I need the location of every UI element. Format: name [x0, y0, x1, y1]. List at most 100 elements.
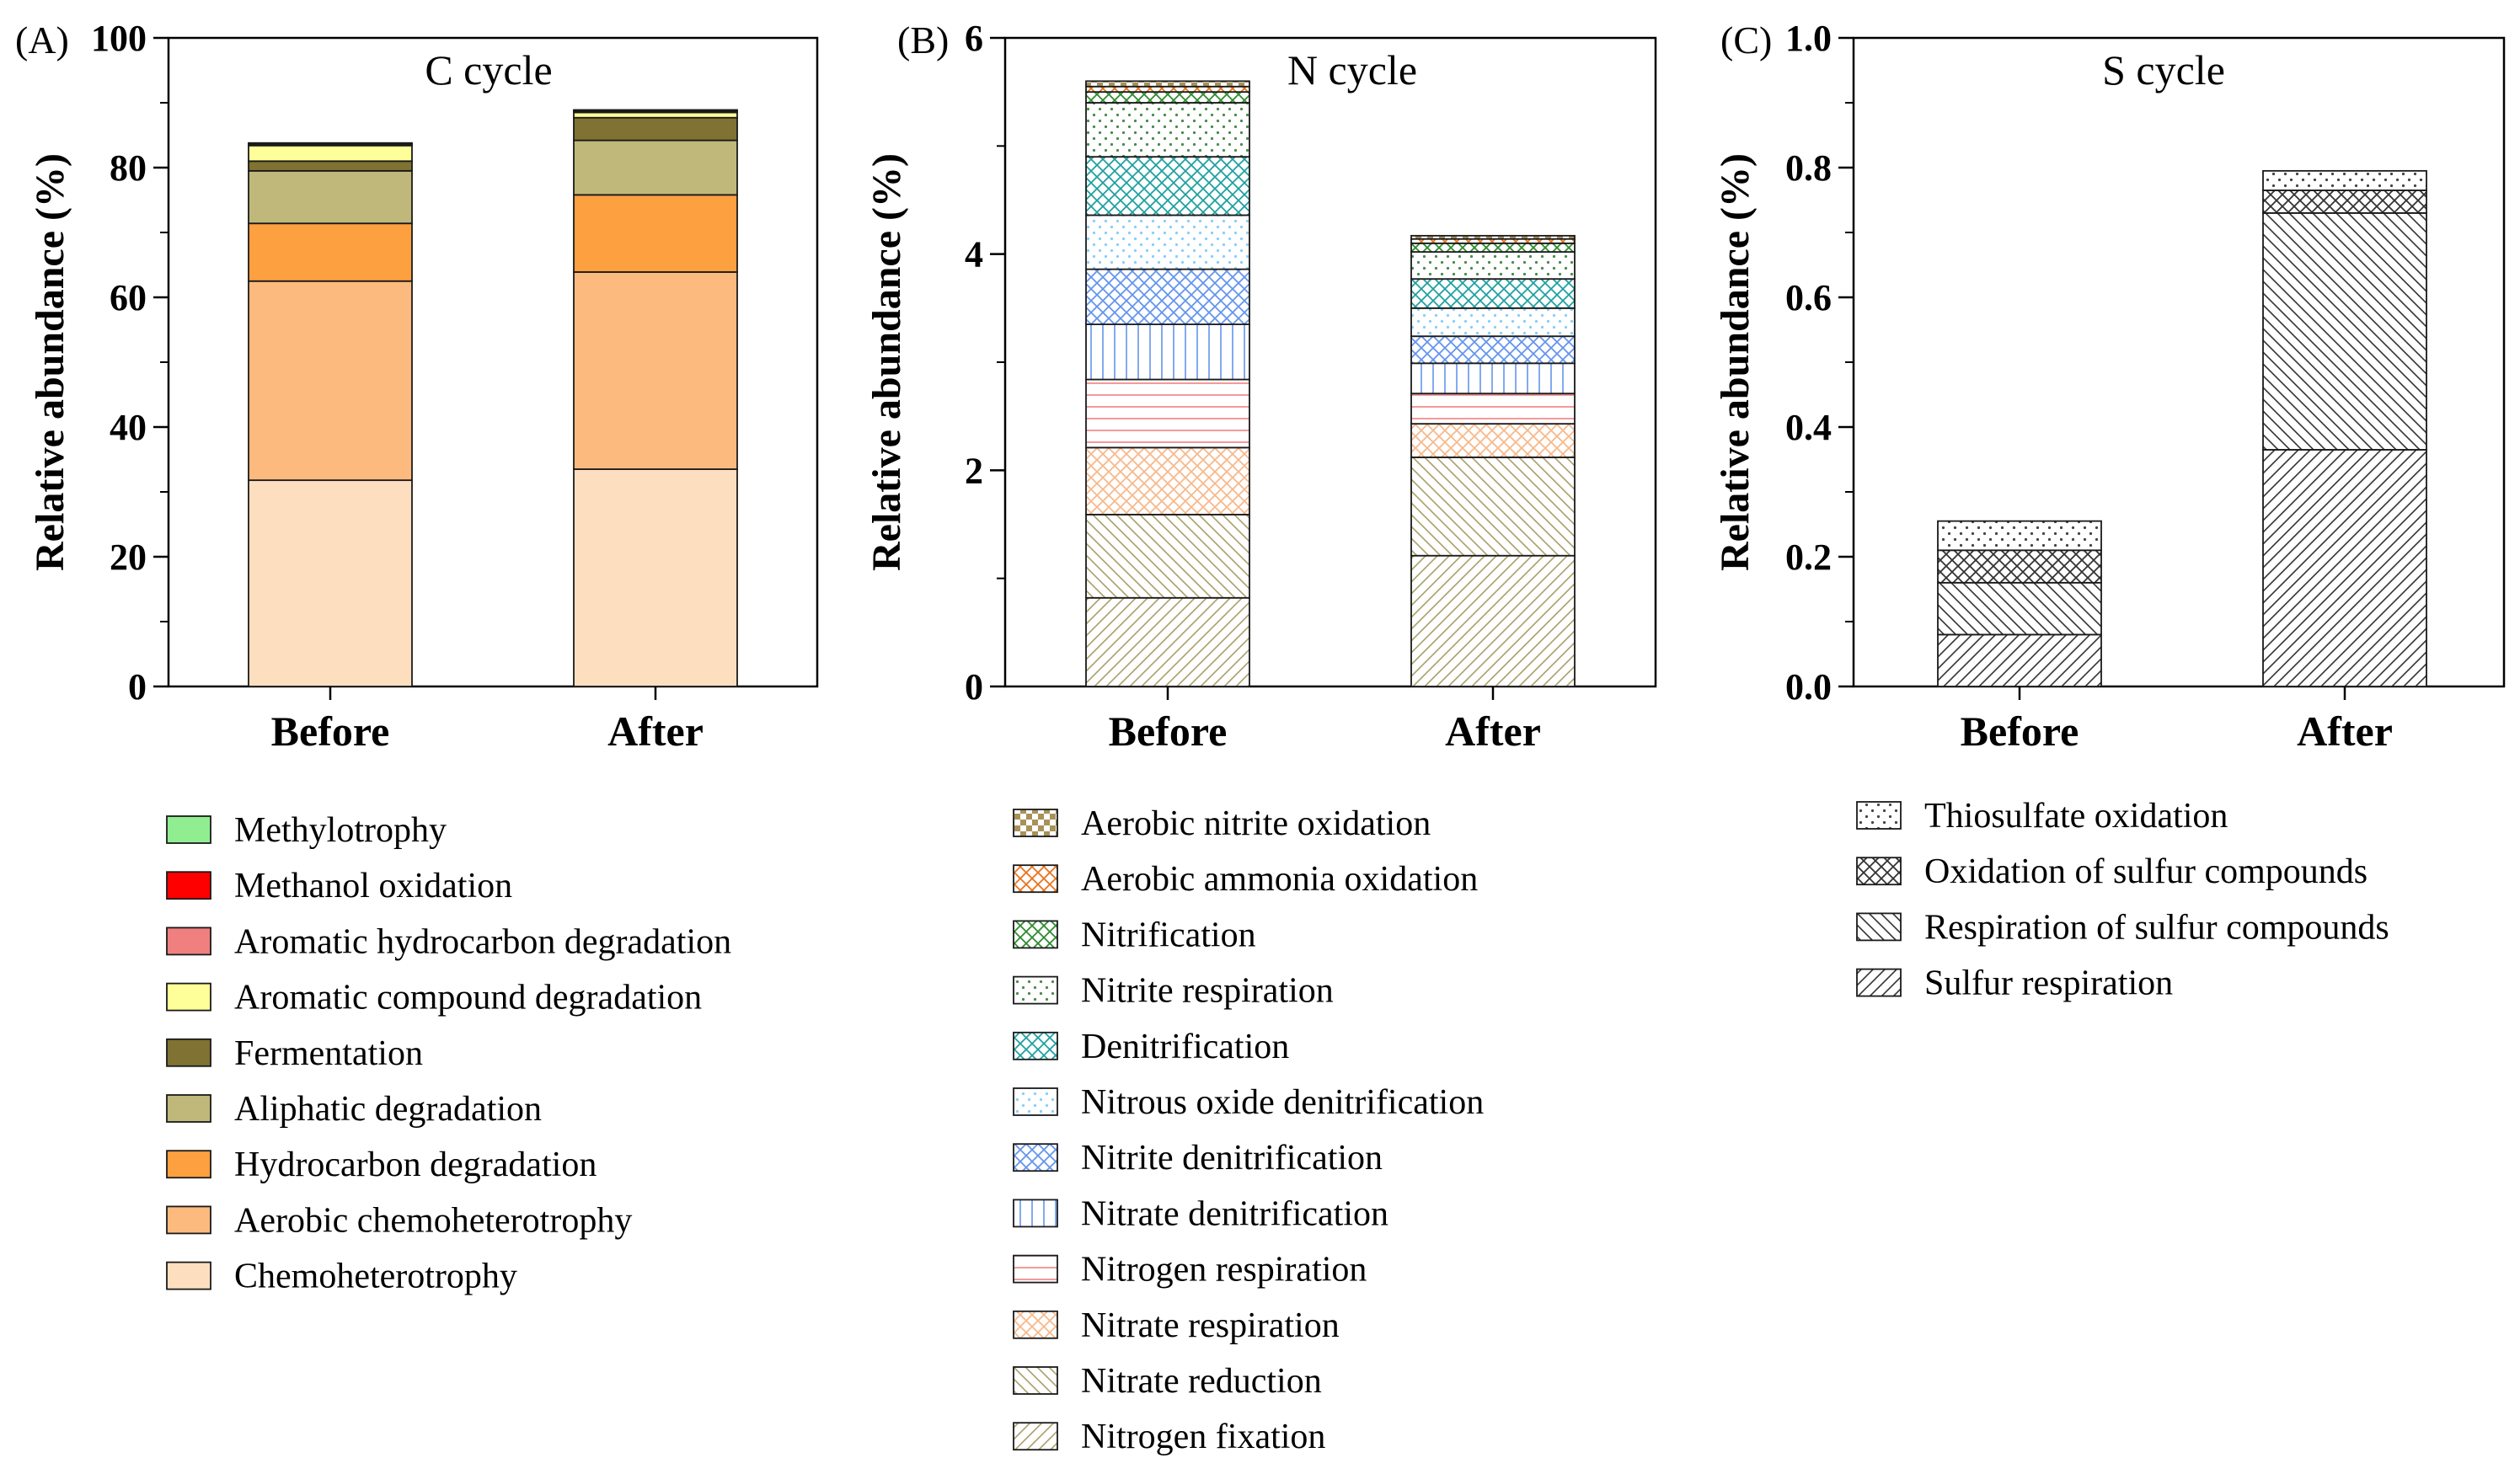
- panel-title: N cycle: [1287, 46, 1417, 93]
- bar-segment-before-aerobic-chemoheterotrophy: [248, 280, 413, 482]
- legend-swatch: [1013, 864, 1058, 894]
- bar-segment-before-nitrogen-fixation: [1085, 596, 1250, 687]
- bar-segment-before-oxidation-of-sulfur-compounds: [1937, 549, 2102, 584]
- y-axis-title: Relative abundance (%): [28, 153, 72, 571]
- legend-swatch: [1013, 1254, 1058, 1284]
- bar-segment-after-aerobic-nitrite-oxidation: [1410, 234, 1576, 240]
- bar-segment-before-nitrate-respiration: [1085, 446, 1250, 515]
- legend-label: Fermentation: [234, 1034, 423, 1073]
- legend-label: Nitrite respiration: [1081, 972, 1334, 1011]
- y-tick-label: 40: [110, 407, 147, 448]
- panel-c-cycle: (A) C cycle 0 20 40 60 80 100 Relative abundance…: [15, 18, 819, 1296]
- bar-segment-before-nitrogen-respiration: [1085, 378, 1250, 449]
- bar-segment-after-nitrate-denitrification: [1410, 362, 1576, 395]
- x-category-label: Before: [271, 708, 390, 755]
- bar-segment-after-nitrogen-respiration: [1410, 393, 1576, 425]
- bar-segment-after-nitrite-respiration: [1410, 251, 1576, 280]
- legend-swatch: [1013, 809, 1058, 837]
- bar-segment-before-respiration-of-sulfur-compounds: [1937, 581, 2102, 636]
- bar-segment-before-fermentation: [248, 160, 413, 172]
- x-category-label: Before: [1961, 708, 2079, 755]
- bar-segment-after-nitrite-denitrification: [1410, 335, 1576, 365]
- legend-swatch: [1856, 801, 1902, 830]
- legend-label: Oxidation of sulfur compounds: [1924, 852, 2368, 891]
- legend-swatch: [1013, 975, 1058, 1005]
- legend-swatch: [166, 1150, 211, 1179]
- legend: Methylotrophy Methanol oxidation Aromatic …: [166, 811, 731, 1296]
- bar-segment-before-nitrate-denitrification: [1085, 323, 1250, 381]
- panel-letter: (A): [15, 19, 69, 61]
- y-tick-label: 2: [965, 450, 983, 491]
- legend-label: Aromatic hydrocarbon degradation: [234, 922, 731, 961]
- bar-segment-after-nitrogen-fixation: [1410, 554, 1576, 687]
- bar-segment-before-aerobic-nitrite-oxidation: [1085, 80, 1250, 88]
- y-axis-title: Relative abundance (%): [1713, 153, 1758, 571]
- x-category-label: After: [2297, 708, 2393, 755]
- legend-label: Aromatic compound degradation: [234, 979, 702, 1017]
- bar-segment-after-hydrocarbon-degradation: [573, 194, 738, 273]
- y-tick-label: 60: [110, 277, 147, 318]
- legend-swatch: [1013, 1199, 1058, 1228]
- bar-segment-before-aerobic-ammonia-oxidation: [1085, 85, 1250, 93]
- y-tick-label: 0.0: [1785, 666, 1832, 708]
- bar-segment-before-nitrification: [1085, 91, 1250, 104]
- bar-segment-before-nitrite-denitrification: [1085, 268, 1250, 325]
- bar-segment-after-oxidation-of-sulfur-compounds: [2262, 190, 2427, 214]
- bar-segment-after-chemoheterotrophy: [573, 468, 738, 687]
- legend-label: Aerobic ammonia oxidation: [1081, 860, 1478, 899]
- bar-segment-before-chemoheterotrophy: [248, 479, 413, 687]
- bar-segment-before-aromatic-compound-degradation: [248, 144, 413, 163]
- y-tick-label: 6: [965, 18, 983, 59]
- legend: Aerobic nitrite oxidation Aerobic ammonia…: [1013, 804, 1484, 1456]
- bar-segment-after-fermentation: [573, 116, 738, 142]
- bar-segment-before-hydrocarbon-degradation: [248, 222, 413, 282]
- bar-segment-after-nitrate-reduction: [1410, 457, 1576, 557]
- y-tick-label: 0: [965, 666, 983, 708]
- legend-label: Hydrocarbon degradation: [234, 1146, 597, 1184]
- legend-label: Sulfur respiration: [1924, 964, 2173, 1003]
- bar-segment-after-nitrate-respiration: [1410, 423, 1576, 458]
- legend-label: Nitrite denitrification: [1081, 1139, 1383, 1178]
- legend-label: Nitrogen fixation: [1081, 1418, 1325, 1456]
- legend-label: Aerobic nitrite oxidation: [1081, 804, 1431, 843]
- panel-title: C cycle: [425, 46, 552, 93]
- legend-swatch: [166, 1205, 211, 1235]
- legend-swatch: [1013, 1031, 1058, 1060]
- legend-swatch: [166, 871, 211, 900]
- bar-segment-before-nitrite-respiration: [1085, 102, 1250, 158]
- bar-segment-before-nitrous-oxide-denitrification: [1085, 214, 1250, 270]
- legend-label: Nitrate reduction: [1081, 1362, 1322, 1401]
- bar-segment-after-denitrification: [1410, 278, 1576, 309]
- legend-label: Aerobic chemoheterotrophy: [234, 1201, 632, 1240]
- legend-swatch: [1856, 912, 1902, 942]
- legend-label: Thiosulfate oxidation: [1924, 797, 2228, 836]
- y-tick-label: 0.8: [1785, 147, 1832, 189]
- legend-swatch: [1856, 857, 1902, 886]
- legend-label: Chemoheterotrophy: [234, 1258, 517, 1296]
- legend-label: Nitrification: [1081, 916, 1256, 954]
- y-axis-title: Relative abundance (%): [864, 153, 909, 571]
- legend-label: Denitrification: [1081, 1028, 1289, 1066]
- legend-swatch: [166, 982, 211, 1012]
- legend-label: Nitrogen respiration: [1081, 1251, 1367, 1290]
- y-tick-label: 1.0: [1785, 18, 1832, 59]
- legend-swatch: [1013, 1366, 1058, 1395]
- bar-segment-before-sulfur-respiration: [1937, 633, 2102, 687]
- y-tick-label: 20: [110, 537, 147, 578]
- y-tick-label: 4: [965, 234, 983, 275]
- bar-segment-before-nitrate-reduction: [1085, 514, 1250, 599]
- legend-swatch: [166, 1094, 211, 1123]
- bar-segment-after-thiosulfate-oxidation: [2262, 169, 2427, 191]
- y-tick-label: 0.2: [1785, 537, 1832, 578]
- bar-segment-after-nitrification: [1410, 242, 1576, 254]
- panel-s-cycle: (C) S cycle 0.0 0.2 0.4 0.6 0.8 1.0 Relative abu…: [1713, 18, 2506, 1003]
- y-tick-label: 0: [128, 666, 147, 708]
- panel-n-cycle: (B) N cycle 0 2 4 6 Relative abundance (%) Befo…: [864, 18, 1657, 1456]
- legend: Thiosulfate oxidation Oxidation of sulfur…: [1856, 797, 2389, 1003]
- panel-title: S cycle: [2102, 46, 2225, 93]
- legend-swatch: [166, 1261, 211, 1290]
- bar-segment-before-thiosulfate-oxidation: [1937, 520, 2102, 552]
- bar-segment-after-aliphatic-degradation: [573, 139, 738, 196]
- y-tick-label: 100: [91, 18, 147, 59]
